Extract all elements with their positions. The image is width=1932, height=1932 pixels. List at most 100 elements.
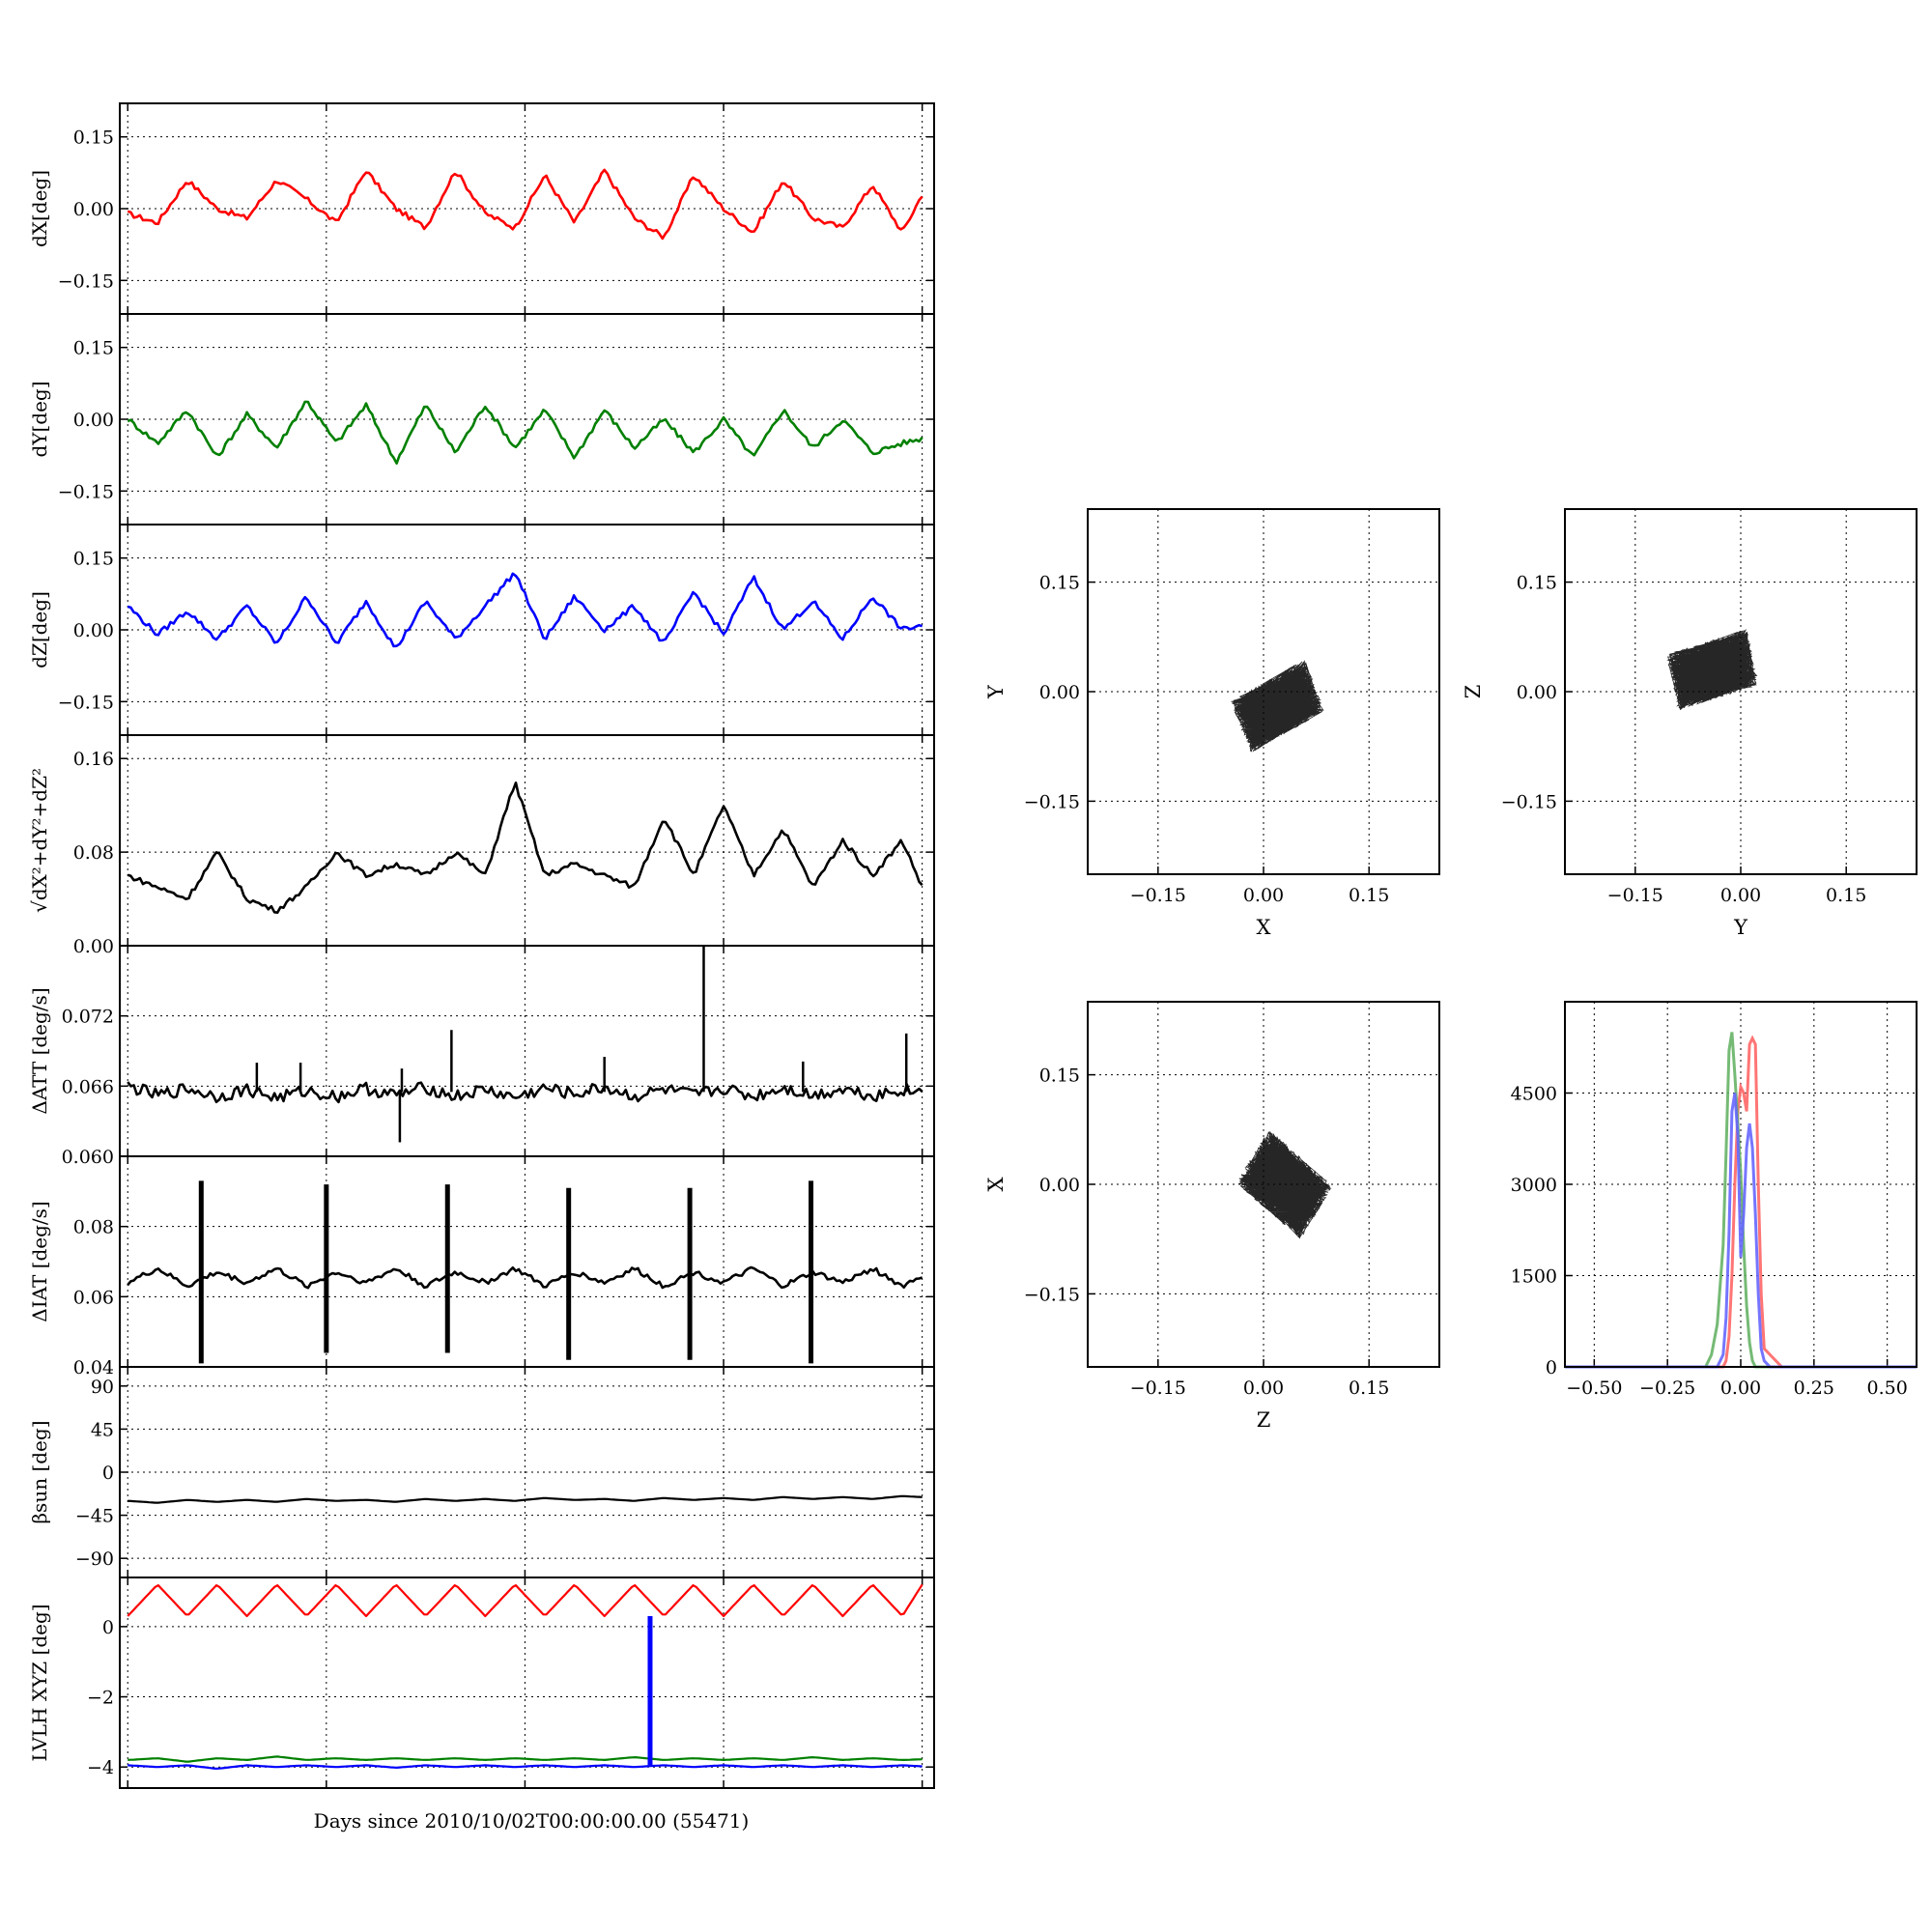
panel-rss: 0.00 0.08 0.16 √dX²+dY²+dZ² [28,734,935,957]
y-tick-label: 0.00 [73,620,114,641]
y-tick-label: −0.15 [58,270,114,292]
scatter-trace [1238,1131,1332,1239]
y-tick-label: 0.00 [1039,682,1080,703]
y-tick-label: 0.072 [62,1007,114,1028]
series-line [127,1081,923,1104]
plot-frame [119,1577,935,1789]
y-tick-label: 0.15 [1039,573,1080,594]
y-tick-label: −0.15 [1024,1284,1080,1305]
y-axis-label: X [984,1177,1008,1191]
series-line [127,1583,923,1618]
y-axis-label: βsun [deg] [28,1421,51,1524]
y-tick-label: 0.08 [73,1217,114,1238]
y-tick-label: 0.060 [62,1147,114,1168]
x-axis-label: Z [1257,1408,1271,1432]
y-tick-label: 0 [102,1617,114,1638]
y-axis-label: √dX²+dY²+dZ² [28,768,51,913]
x-tick-label: −0.15 [1130,1378,1186,1399]
y-axis-label: Y [984,684,1008,699]
panel-datt: 0.060 0.066 0.072 ΔATT [deg/s] [28,945,935,1168]
x-tick-label: 0.25 [1794,1378,1834,1399]
y-tick-label: 0.00 [73,199,114,220]
y-tick-label: 45 [91,1419,114,1440]
x-tick-label: 0.15 [1349,885,1389,906]
series-line [127,781,923,914]
y-tick-label: −2 [87,1688,114,1709]
y-axis-label: LVLH XYZ [deg] [28,1604,51,1761]
y-axis-label: dY[deg] [28,381,51,457]
x-tick-label: −0.15 [1607,885,1663,906]
plot-frame [119,734,935,947]
panel-beta: −90 −45 0 45 90 βsun [deg] [28,1366,935,1578]
x-tick-label: 0.15 [1826,885,1866,906]
scatter-trace [1231,660,1324,753]
y-tick-label: 0.16 [73,749,114,770]
y-tick-label: 0.15 [73,128,114,149]
series-line [127,400,923,465]
series-line [127,168,923,241]
y-tick-label: 0 [102,1463,114,1484]
histogram-line [1565,1093,1917,1369]
y-tick-label: 0.06 [73,1287,114,1308]
panel-hist: −0.50 −0.25 0.00 0.25 0.50 0 1500 3000 4500 [1511,1001,1918,1399]
panel-dy: −0.15 0.00 0.15 dY[deg] [28,313,935,526]
y-tick-label: 0.00 [73,410,114,431]
scatter-trace [1666,629,1758,711]
panel-diat: 0.04 0.06 0.08 ΔIAT [deg/s] [28,1155,935,1378]
series-line [127,1265,923,1290]
y-tick-label: −45 [75,1506,114,1527]
plot-frame [1087,1001,1440,1368]
panels: −0.15 0.00 0.15 dX[deg] −0.15 0.00 0.15 dY[deg]… [28,102,1918,1789]
y-axis-label: ΔATT [deg/s] [28,987,51,1114]
x-tick-label: 0.50 [1867,1378,1908,1399]
panel-dz: −0.15 0.00 0.15 dZ[deg] [28,524,935,736]
plot-frame [119,945,935,1157]
x-axis-label: Y [1733,916,1748,939]
y-tick-label: 0.00 [1517,682,1557,703]
y-axis-label: dZ[deg] [28,591,51,668]
x-tick-label: 0.15 [1349,1378,1389,1399]
y-tick-label: 4500 [1511,1084,1557,1105]
y-tick-label: 0.00 [1039,1175,1080,1196]
y-axis-label: dX[deg] [28,170,51,247]
y-tick-label: 0.15 [1039,1065,1080,1087]
panel-lvlh: −4 −2 0 LVLH XYZ [deg] [28,1577,935,1789]
y-axis-label: ΔIAT [deg/s] [28,1201,51,1321]
x-tick-label: 0.00 [1720,885,1761,906]
y-tick-label: 90 [91,1377,114,1398]
y-tick-label: 0.15 [73,549,114,570]
y-tick-label: −0.15 [1024,791,1080,812]
panel-yz: −0.15 0.00 0.15 −0.15 0.00 0.15 Y Z [1462,508,1918,939]
y-tick-label: −0.15 [58,692,114,713]
y-axis-label: Z [1462,685,1485,699]
series-line [127,572,923,648]
panel-zx: −0.15 0.00 0.15 −0.15 0.00 0.15 Z X [984,1001,1440,1432]
y-tick-label: −0.15 [58,481,114,502]
y-tick-label: −0.15 [1501,791,1557,812]
y-tick-label: 0.066 [62,1076,114,1097]
y-tick-label: 0.15 [73,338,114,359]
y-tick-label: −90 [75,1548,114,1570]
plot-frame [1087,508,1440,875]
panel-dx: −0.15 0.00 0.15 dX[deg] [28,102,935,315]
series-line [128,1494,923,1504]
x-tick-label: −0.25 [1639,1378,1695,1399]
x-tick-label: 0.00 [1243,885,1284,906]
y-tick-label: 1500 [1511,1266,1557,1288]
x-axis-label: Days since 2010/10/02T00:00:00.00 (55471… [314,1809,750,1833]
y-tick-label: 0.15 [1517,573,1557,594]
y-tick-label: 0 [1546,1357,1557,1378]
series-line [128,1755,923,1763]
y-tick-label: 0.08 [73,842,114,864]
x-tick-label: −0.15 [1130,885,1186,906]
y-tick-label: 3000 [1511,1175,1557,1196]
x-axis-label: X [1257,916,1271,939]
plot-frame [1564,1001,1918,1368]
y-tick-label: 0.04 [73,1357,114,1378]
x-tick-label: 0.00 [1720,1378,1761,1399]
plot-frame [1564,508,1918,875]
x-tick-label: −0.50 [1566,1378,1622,1399]
y-tick-label: −4 [87,1757,114,1778]
panel-xy: −0.15 0.00 0.15 −0.15 0.00 0.15 X Y [984,508,1440,939]
